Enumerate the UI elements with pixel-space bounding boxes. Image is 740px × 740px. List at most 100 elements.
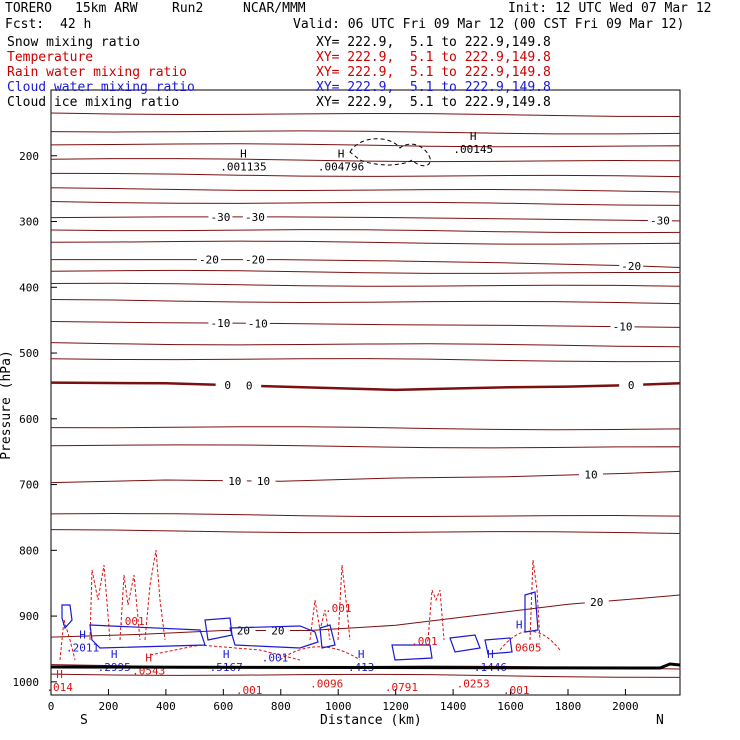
isotherm-label: -20 bbox=[245, 254, 265, 267]
isotherm-label: -10 bbox=[211, 317, 231, 330]
cloud-max-marker: H bbox=[358, 648, 365, 661]
y-tick-label: 500 bbox=[19, 347, 39, 360]
rain-max-value: .001 bbox=[411, 635, 438, 648]
cloud-contour bbox=[61, 604, 73, 630]
rain-contour bbox=[529, 559, 541, 641]
cloud-contour bbox=[484, 637, 513, 655]
rain-max-value: .0605 bbox=[508, 641, 541, 654]
isotherm-line bbox=[50, 358, 681, 363]
isotherm-label: 20 bbox=[271, 625, 284, 638]
isotherm-label-bg bbox=[619, 259, 644, 272]
x-tick-label: 1600 bbox=[497, 700, 524, 713]
isotherm-label-bg bbox=[208, 210, 233, 223]
x-tick-label: 1000 bbox=[325, 700, 352, 713]
cloud-max-marker: H bbox=[516, 619, 523, 632]
y-tick-label: 900 bbox=[19, 610, 39, 623]
isotherm-label-bg bbox=[265, 624, 290, 637]
rain-contour bbox=[59, 619, 76, 661]
isotherm-label: -10 bbox=[613, 321, 633, 334]
isotherm-label: -30 bbox=[245, 211, 265, 224]
isotherm-line bbox=[50, 444, 681, 449]
rain-max-value: .001 bbox=[236, 684, 263, 697]
field-label-rain: Rain water mixing ratio bbox=[7, 65, 188, 80]
plot-frame bbox=[50, 89, 681, 696]
rain-contour bbox=[89, 564, 111, 641]
rain-max-value: .014 bbox=[46, 681, 73, 694]
org-label: NCAR/MMM bbox=[243, 1, 306, 16]
isotherm-label: 20 bbox=[590, 596, 603, 609]
cloud-contour bbox=[391, 644, 433, 661]
isotherm-line bbox=[50, 143, 681, 148]
isotherm-label: -30 bbox=[211, 211, 231, 224]
rain-max-marker: H bbox=[145, 651, 152, 664]
rain-max-value: .0791 bbox=[385, 681, 418, 694]
cloud-max-marker: H bbox=[111, 648, 118, 661]
isotherm-label: -10 bbox=[248, 317, 268, 330]
field-xy-rain: XY= 222.9, 5.1 to 222.9,149.8 bbox=[316, 65, 551, 80]
rain-contour bbox=[427, 589, 445, 641]
init-time: Init: 12 UTC Wed 07 Mar 12 bbox=[508, 1, 712, 16]
isotherm-line bbox=[50, 269, 681, 274]
run-label: Run2 bbox=[172, 1, 204, 16]
rain-max-marker: H bbox=[56, 668, 63, 681]
cloud-max-marker: H bbox=[223, 648, 230, 661]
axis-ticks: 0 200 400 600 800 1000 1200 1400 1600 1800 2000200… bbox=[13, 150, 639, 713]
isotherm-line bbox=[50, 282, 681, 287]
rain-max-value: .001 bbox=[503, 684, 530, 697]
field-label-cloud-water: Cloud water mixing ratio bbox=[7, 80, 195, 95]
snow-max-value: .004796 bbox=[318, 161, 364, 174]
field-xy-temperature: XY= 222.9, 5.1 to 222.9,149.8 bbox=[316, 50, 551, 65]
forecast-label: Fcst: bbox=[5, 17, 45, 32]
isotherm-label: -20 bbox=[621, 260, 641, 273]
isotherm-label: 10 bbox=[257, 475, 270, 488]
isotherm-label-bg bbox=[251, 475, 276, 488]
cloud-contour bbox=[319, 624, 336, 649]
y-tick-label: 700 bbox=[19, 479, 39, 492]
isotherm-label-bg bbox=[215, 379, 240, 392]
isotherm--30 bbox=[50, 216, 681, 222]
isotherm-line bbox=[50, 229, 681, 234]
resolution-label: 15km ARW bbox=[75, 1, 138, 16]
isotherm-label-bg bbox=[610, 320, 635, 333]
snow-max-marker: H bbox=[338, 148, 345, 161]
x-tick-label: 1200 bbox=[382, 700, 409, 713]
isotherm-label-bg bbox=[196, 253, 221, 266]
cloud-contour bbox=[449, 634, 481, 653]
cloud-contour bbox=[229, 625, 319, 649]
isotherm--10 bbox=[50, 320, 681, 328]
cloud-max-marker: H bbox=[79, 628, 86, 641]
isotherm-line bbox=[50, 201, 681, 206]
isotherm-label-bg bbox=[237, 379, 262, 392]
forecast-hour: 42 h bbox=[60, 17, 92, 32]
isotherm-label: 20 bbox=[237, 625, 250, 638]
rain-contour bbox=[279, 646, 361, 661]
snow-max-marker: H bbox=[470, 130, 477, 143]
snow-max-value: .001135 bbox=[220, 161, 266, 174]
isotherm-label: 0 bbox=[224, 379, 231, 392]
isotherm-line bbox=[50, 342, 681, 348]
isotherm-line bbox=[50, 172, 681, 178]
isotherm-line bbox=[50, 529, 681, 535]
isotherm-label-bg bbox=[222, 474, 247, 487]
isotherm-10 bbox=[50, 470, 681, 484]
x-tick-label: 1800 bbox=[555, 700, 582, 713]
field-label-snow: Snow mixing ratio bbox=[7, 35, 141, 50]
isotherm--20 bbox=[51, 259, 681, 269]
cloud-contour bbox=[89, 624, 206, 649]
x-tick-label: 800 bbox=[271, 700, 291, 713]
cloud-contour bbox=[524, 591, 539, 633]
rain-max-value: .001 bbox=[325, 602, 352, 615]
cloud-contour bbox=[204, 617, 233, 641]
isotherm-label: 0 bbox=[246, 380, 253, 393]
valid-time: Valid: 06 UTC Fri 09 Mar 12 (00 CST Fri … bbox=[293, 17, 685, 32]
snow-max-value: .00145 bbox=[453, 143, 493, 156]
isotherm-line bbox=[50, 298, 681, 305]
cloud-max-marker: H bbox=[487, 648, 494, 661]
isotherm-label-bg bbox=[242, 253, 267, 266]
isotherm-label-bg bbox=[245, 317, 270, 330]
field-xy-cloud-water: XY= 222.9, 5.1 to 222.9,149.8 bbox=[316, 80, 551, 95]
rain-max-value: .0253 bbox=[457, 678, 490, 691]
isotherm-line bbox=[50, 187, 681, 193]
isotherm-line bbox=[50, 112, 681, 117]
